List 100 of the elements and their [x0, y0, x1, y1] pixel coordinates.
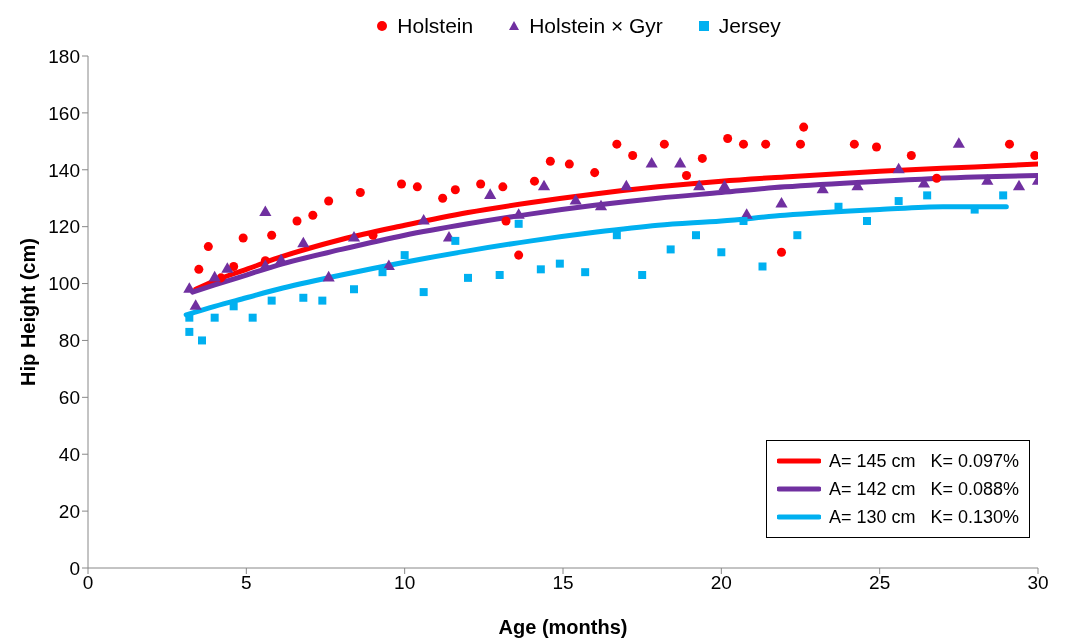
y-tick-label: 0 [69, 557, 80, 579]
x-tick-label: 5 [241, 572, 252, 594]
y-tick-label: 100 [48, 273, 80, 295]
point [738, 139, 749, 149]
point [692, 231, 700, 240]
point [194, 264, 204, 274]
point [322, 270, 335, 282]
point [419, 288, 428, 297]
point [412, 182, 422, 192]
point [297, 236, 310, 248]
point [851, 179, 864, 191]
point [981, 174, 994, 185]
point [1004, 139, 1015, 149]
point [1012, 179, 1026, 191]
point [417, 213, 430, 225]
point [590, 168, 600, 178]
point [400, 251, 409, 260]
y-tick-label: 80 [58, 330, 80, 352]
point [476, 179, 486, 189]
point [514, 250, 524, 260]
point [932, 173, 942, 183]
point [185, 327, 194, 336]
point [347, 231, 361, 242]
legend-label: A= 130 cm K= 0.130% [828, 506, 1019, 528]
point [894, 197, 903, 206]
point [761, 139, 771, 149]
x-tick-label: 15 [552, 572, 574, 594]
y-tick-label: 140 [48, 159, 80, 181]
legend-label: Jersey [718, 14, 781, 38]
point [292, 216, 302, 226]
point [396, 179, 407, 189]
point [318, 296, 327, 305]
point [906, 151, 916, 161]
point [545, 156, 555, 166]
point [229, 302, 238, 311]
point [693, 179, 706, 191]
point [718, 179, 731, 191]
legend-label: Holstein × Gyr [529, 14, 663, 38]
point [758, 262, 767, 271]
point [198, 336, 206, 345]
point [793, 231, 802, 240]
x-tick-label: 30 [1027, 572, 1049, 594]
point [666, 245, 675, 254]
point [203, 242, 213, 252]
point [871, 142, 882, 152]
point [450, 185, 460, 195]
point [739, 216, 748, 225]
y-tick-label: 60 [58, 387, 80, 409]
point [208, 270, 221, 282]
point [189, 299, 202, 310]
point [210, 313, 219, 322]
point [498, 182, 508, 192]
point [501, 216, 511, 226]
point [795, 139, 806, 149]
point [612, 139, 622, 149]
point [238, 233, 248, 243]
point [863, 216, 871, 225]
point [1030, 151, 1038, 161]
point [537, 179, 551, 191]
y-axis-title: Hip Height (cm) [17, 238, 40, 386]
point [638, 271, 647, 280]
legend-label: Holstein [397, 14, 474, 38]
point [645, 157, 658, 168]
point [495, 271, 504, 280]
point [697, 153, 707, 163]
x-tick-label: 0 [82, 572, 94, 594]
point [952, 137, 965, 148]
point [581, 268, 590, 277]
y-tick-label: 20 [58, 500, 80, 522]
point [799, 122, 809, 132]
point [594, 199, 608, 211]
point [674, 157, 687, 168]
y-tick-label: 40 [58, 443, 80, 465]
point [659, 139, 669, 149]
point [324, 196, 334, 206]
point [612, 231, 621, 240]
point [267, 296, 276, 305]
point [355, 188, 365, 198]
y-tick-label: 180 [48, 45, 80, 67]
point [923, 191, 932, 200]
point [723, 133, 733, 143]
legend-label: A= 142 cm K= 0.088% [828, 478, 1019, 500]
point [350, 285, 358, 294]
point [776, 247, 787, 257]
point [308, 210, 318, 220]
point [564, 159, 574, 169]
point [451, 236, 460, 245]
y-tick-label: 160 [48, 102, 80, 124]
x-tick-label: 10 [394, 572, 416, 594]
point [484, 188, 497, 199]
point [628, 151, 638, 161]
point [229, 261, 239, 271]
point [259, 259, 272, 270]
point [438, 193, 448, 203]
x-tick-label: 20 [710, 572, 732, 594]
point [248, 313, 257, 322]
legend-label: A= 145 cm K= 0.097% [828, 450, 1019, 472]
point [834, 202, 843, 211]
point [267, 230, 277, 240]
point [555, 259, 564, 268]
